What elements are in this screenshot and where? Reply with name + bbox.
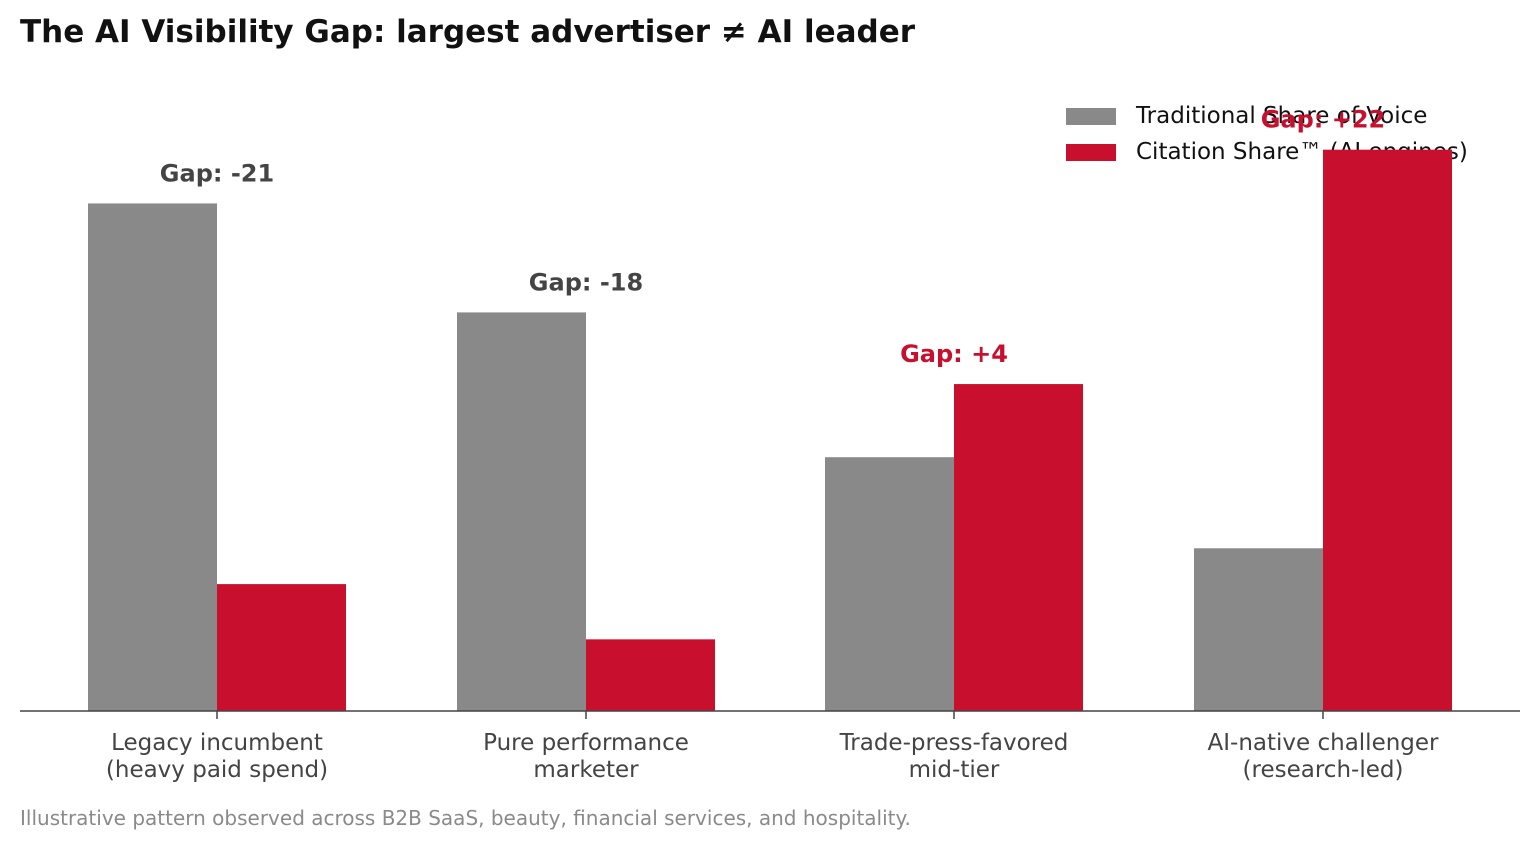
gap-label-4: Gap: +22	[1261, 106, 1386, 134]
legend-item-traditional: Traditional Share of Voice	[1066, 98, 1468, 134]
bar-traditional-1	[88, 203, 217, 711]
gap-label-3: Gap: +4	[900, 340, 1008, 368]
chart-title: The AI Visibility Gap: largest advertise…	[20, 14, 916, 50]
x-tick-label-4-line-1: AI-native challenger	[1208, 730, 1440, 756]
x-tick-label-3-line-2: mid-tier	[909, 757, 1000, 783]
x-tick-label-4-line-2: (research-led)	[1243, 757, 1404, 783]
bar-citation-2	[586, 639, 715, 711]
legend-label-traditional: Traditional Share of Voice	[1136, 103, 1428, 129]
legend-swatch-citation	[1066, 143, 1116, 161]
x-tick-label-2-line-2: marketer	[533, 757, 639, 783]
gap-label-1: Gap: -21	[160, 159, 274, 187]
bar-citation-4	[1323, 149, 1452, 711]
x-tick-label-3-line-1: Trade-press-favored	[839, 730, 1069, 756]
x-tick-label-1-line-1: Legacy incumbent	[111, 730, 323, 756]
bar-traditional-3	[825, 457, 954, 711]
x-tick-label-2-line-1: Pure performance	[483, 730, 689, 756]
bar-traditional-4	[1194, 548, 1323, 711]
bar-citation-1	[217, 584, 346, 711]
chart-footnote: Illustrative pattern observed across B2B…	[20, 806, 911, 830]
bar-traditional-2	[457, 312, 586, 711]
x-tick-label-1-line-2: (heavy paid spend)	[106, 757, 328, 783]
legend-swatch-traditional	[1066, 107, 1116, 125]
gap-label-2: Gap: -18	[529, 268, 643, 296]
bar-citation-3	[954, 384, 1083, 711]
